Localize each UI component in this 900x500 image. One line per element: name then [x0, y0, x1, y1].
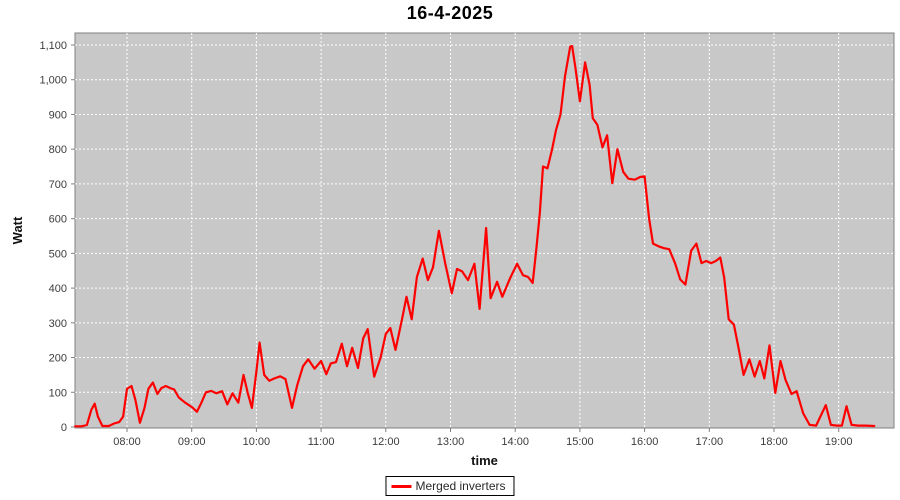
x-tick-label: 13:00 — [437, 436, 465, 448]
plot-area — [74, 32, 895, 429]
x-tick-label: 14:00 — [501, 436, 529, 448]
y-tick-label: 600 — [49, 214, 67, 226]
x-axis-label: time — [471, 453, 498, 468]
chart-title: 16-4-2025 — [406, 3, 494, 23]
y-tick-label: 900 — [49, 109, 67, 121]
x-tick-label: 10:00 — [243, 436, 271, 448]
y-tick-label: 500 — [49, 248, 67, 260]
x-tick-label: 17:00 — [696, 436, 724, 448]
x-tick-label: 08:00 — [113, 436, 141, 448]
y-tick-label: 1,000 — [39, 75, 67, 87]
x-tick-label: 15:00 — [566, 436, 594, 448]
y-tick-label: 200 — [49, 353, 67, 365]
legend-label: Merged inverters — [415, 479, 506, 493]
y-tick-label: 700 — [49, 179, 67, 191]
series-line-merged-inverters — [74, 44, 876, 428]
x-tick-label: 11:00 — [308, 436, 335, 448]
x-tick-label: 09:00 — [178, 436, 206, 448]
legend-line-icon — [391, 484, 412, 488]
x-tick-label: 16:00 — [631, 436, 659, 448]
y-tick-label: 100 — [49, 387, 67, 399]
x-tick-label: 12:00 — [372, 436, 400, 448]
y-tick-label: 1,100 — [39, 40, 67, 52]
y-axis-label: Watt — [10, 216, 25, 244]
y-tick-label: 800 — [49, 144, 67, 156]
x-tick-label: 18:00 — [760, 436, 788, 448]
y-tick-label: 300 — [49, 318, 67, 330]
x-tick-label: 19:00 — [825, 436, 853, 448]
y-tick-label: 0 — [61, 422, 67, 434]
y-tick-label: 400 — [49, 283, 67, 295]
legend: Merged inverters — [385, 476, 515, 496]
